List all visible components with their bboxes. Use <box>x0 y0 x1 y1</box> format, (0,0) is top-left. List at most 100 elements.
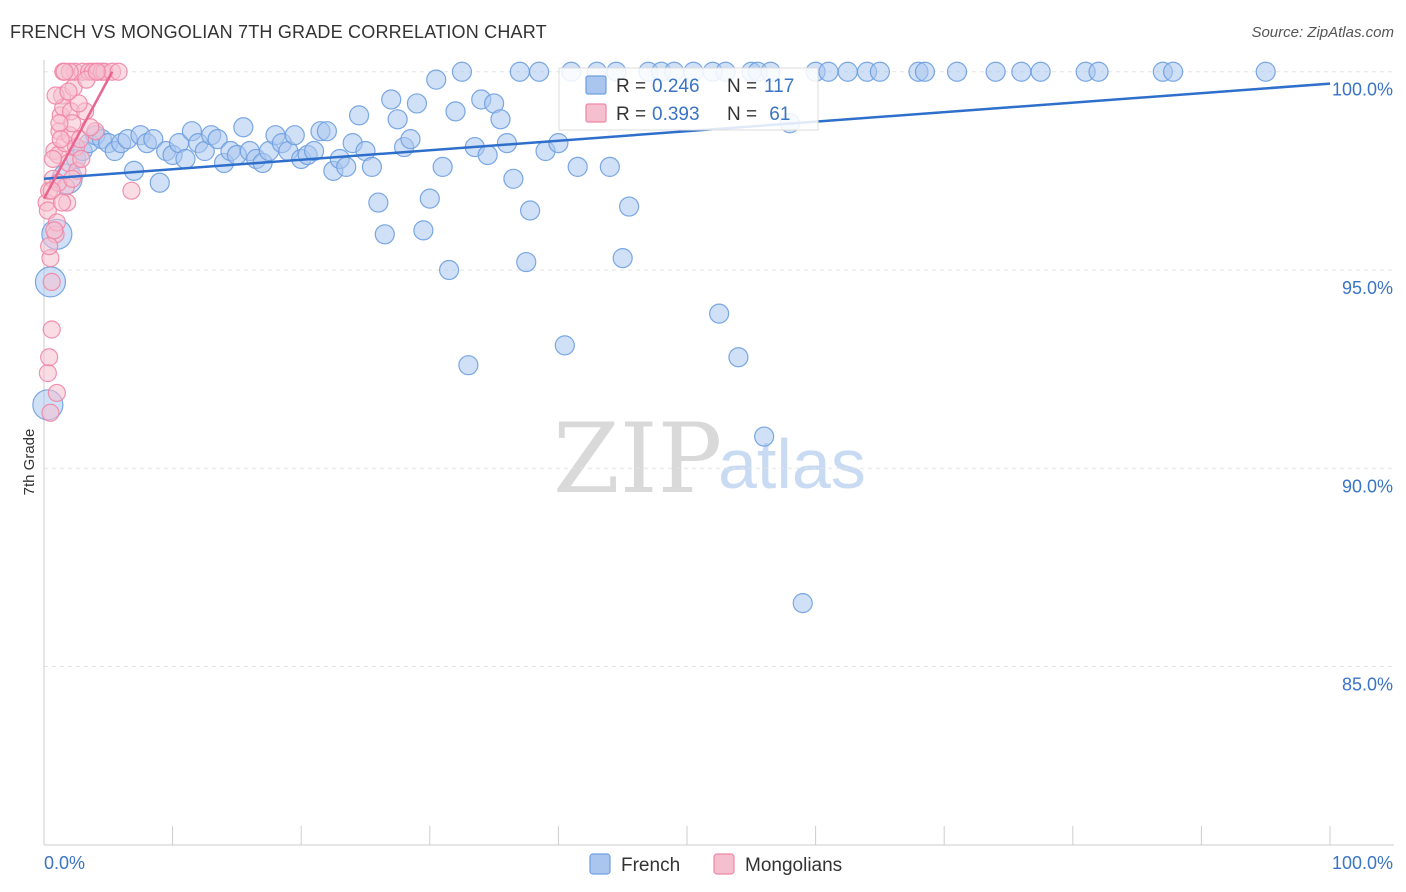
french-point <box>1030 61 1051 82</box>
french-point <box>728 347 749 368</box>
french-point <box>792 593 813 614</box>
french-point <box>413 220 434 241</box>
french-point <box>1011 61 1032 82</box>
chart-title: FRENCH VS MONGOLIAN 7TH GRADE CORRELATIO… <box>10 22 547 42</box>
french-point <box>368 192 389 213</box>
french-point <box>1163 61 1184 82</box>
french-point <box>503 168 524 189</box>
french-point <box>837 61 858 82</box>
french-point <box>400 129 421 150</box>
french-point <box>438 259 460 281</box>
french-point <box>1088 61 1109 82</box>
french-point <box>509 61 530 82</box>
mongolian-point <box>87 62 106 81</box>
mongolian-n-label: N = <box>727 104 757 125</box>
french-point <box>709 303 730 324</box>
french-point <box>284 125 305 146</box>
legend-mongolians-label: Mongolians <box>745 855 842 876</box>
french-point <box>381 89 402 110</box>
french-point <box>451 61 473 82</box>
french-point <box>406 93 428 114</box>
french-point <box>336 156 357 177</box>
french-point <box>387 109 408 130</box>
x-tick-label-100: 100.0% <box>1332 853 1393 873</box>
french-point <box>612 248 633 269</box>
french-r-value: 0.246 <box>652 76 700 97</box>
french-point <box>754 426 775 447</box>
french-r-label: R = <box>616 76 646 97</box>
y-tick-label: 95.0% <box>1342 278 1393 298</box>
french-point <box>599 156 620 177</box>
french-point <box>143 129 164 150</box>
stats-legend: R = 0.246 N = 117 R = 0.393 N = 61 <box>558 67 819 131</box>
french-point <box>361 156 383 177</box>
mongolian-point <box>52 193 72 212</box>
mongolian-point <box>40 348 59 367</box>
mongolian-point <box>59 82 78 101</box>
mongolian-trend-line <box>42 71 114 200</box>
watermark-atlas: atlas <box>718 425 866 503</box>
watermark-zip: ZIP <box>553 403 722 515</box>
mongolian-point <box>42 272 61 291</box>
source-label: Source: ZipAtlas.com <box>1251 24 1394 41</box>
french-point <box>1255 61 1276 82</box>
french-point <box>869 61 891 82</box>
french-point <box>548 133 569 154</box>
mongolian-n-value: 61 <box>764 104 790 125</box>
french-point <box>149 172 170 193</box>
french-trend-line <box>43 82 1331 181</box>
french-n-label: N = <box>727 76 757 97</box>
mongolian-point <box>45 221 64 240</box>
french-point <box>567 156 588 177</box>
french-swatch <box>585 75 607 95</box>
french-point <box>520 200 541 221</box>
french-point <box>348 105 370 126</box>
french-point <box>946 61 968 82</box>
y-tick-label: 85.0% <box>1342 675 1393 695</box>
mongolian-point <box>63 169 82 188</box>
mongolian-point <box>50 114 69 133</box>
mongolian-point <box>109 62 128 81</box>
french-point <box>490 109 511 130</box>
french-point <box>914 61 936 82</box>
series-legend: French Mongolians <box>589 853 842 876</box>
mongolian-point <box>55 62 74 81</box>
french-point <box>477 144 498 166</box>
mongolian-point <box>41 403 60 422</box>
mongolian-point <box>69 94 88 113</box>
french-point <box>529 61 550 82</box>
mongolian-r-label: R = <box>616 104 646 125</box>
french-point <box>175 148 196 170</box>
mongolian-point <box>38 364 57 383</box>
mongolian-swatch <box>585 103 607 123</box>
legend-french-label: French <box>621 855 680 876</box>
french-point <box>316 121 338 142</box>
mongolian-point <box>40 237 59 256</box>
legend-mongolians-swatch <box>713 853 735 875</box>
mongolian-r-value: 0.393 <box>652 104 700 125</box>
mongolian-point <box>42 320 61 339</box>
french-point <box>303 140 325 162</box>
trend-layer <box>42 71 1331 200</box>
french-point <box>445 101 466 122</box>
mongolian-point <box>122 181 141 200</box>
y-axis-label: 7th Grade <box>21 429 38 496</box>
mongolian-point <box>43 149 63 169</box>
french-point <box>619 196 640 217</box>
points-layer <box>32 61 1276 614</box>
french-point <box>458 355 479 376</box>
x-tick-label-0: 0.0% <box>44 853 85 873</box>
french-point <box>233 117 254 138</box>
french-point <box>818 61 839 82</box>
french-point <box>374 224 395 245</box>
y-tick-label: 100.0% <box>1332 80 1393 100</box>
french-point <box>419 188 440 209</box>
legend-french-swatch <box>589 853 611 875</box>
french-point <box>554 335 575 356</box>
french-point <box>426 69 447 90</box>
french-n-value: 117 <box>764 76 794 97</box>
french-point <box>516 251 537 273</box>
y-tick-label: 90.0% <box>1342 476 1393 496</box>
mongolian-point <box>47 383 66 403</box>
